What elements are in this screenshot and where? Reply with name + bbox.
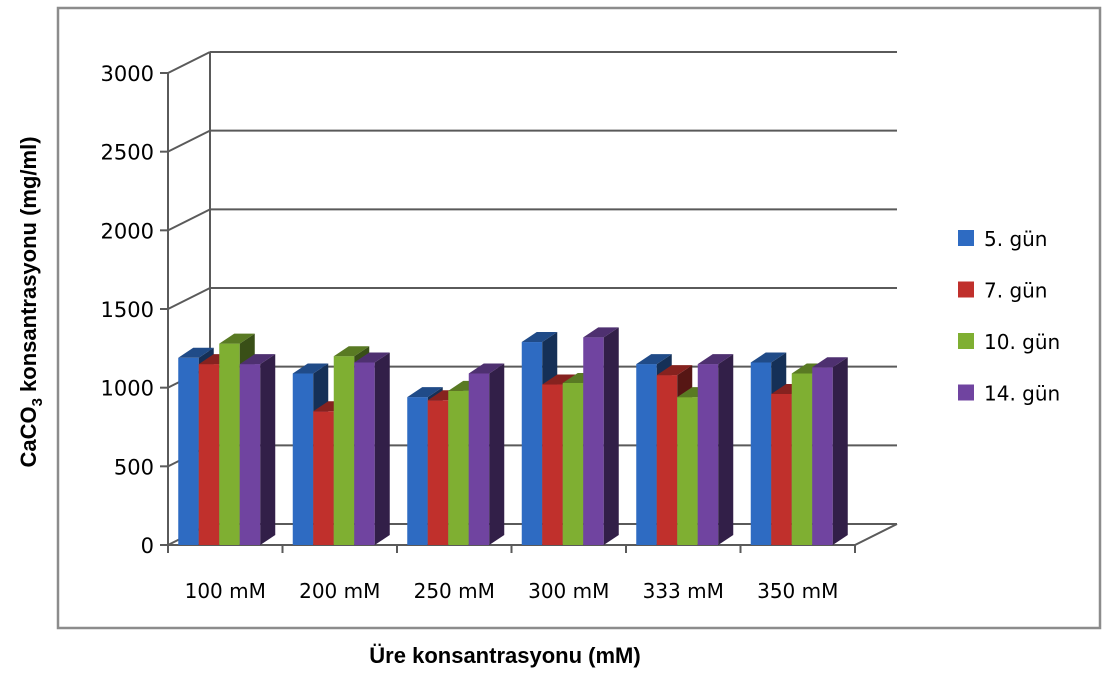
gridline-connector	[167, 129, 211, 153]
bar	[812, 357, 848, 545]
y-axis-title-subscript: 3	[29, 398, 46, 406]
bar	[697, 354, 734, 545]
bar-front	[750, 362, 772, 545]
bar-top	[333, 346, 370, 357]
legend-label: 7. gün	[984, 279, 1048, 303]
bar-side	[718, 354, 734, 545]
bar-front	[562, 382, 584, 545]
x-tick-label: 333 mM	[643, 579, 724, 603]
y-tick-label: 0	[141, 534, 154, 558]
bar-front	[583, 337, 604, 545]
bar-side	[260, 354, 276, 545]
x-tick-label: 100 mM	[185, 579, 266, 603]
bar-front	[521, 342, 543, 545]
bar-top	[697, 354, 734, 365]
bar-top	[407, 387, 443, 398]
y-axis-title-main: CaCO	[16, 406, 41, 467]
bars	[178, 327, 848, 545]
y-tick-label: 2500	[101, 141, 154, 165]
bar-side	[832, 357, 848, 545]
bar-front	[636, 364, 657, 545]
bar-side	[374, 352, 390, 545]
bar-front	[677, 397, 698, 545]
bar-front	[812, 367, 833, 545]
y-tick-label: 1000	[101, 377, 154, 401]
x-tick-label: 300 mM	[528, 579, 609, 603]
y-tick-label: 3000	[101, 62, 154, 86]
bar-top	[656, 365, 693, 376]
bar-front	[178, 357, 199, 545]
legend-item: 7. gün	[958, 279, 1048, 303]
y-tick-label: 1500	[101, 298, 154, 322]
legend-label: 10. gün	[984, 330, 1060, 354]
bar-front	[219, 343, 240, 545]
bar-front	[468, 373, 490, 545]
bar-front	[697, 364, 719, 545]
bar-top	[292, 363, 329, 374]
legend-swatch	[958, 384, 974, 401]
legend-swatch	[958, 230, 974, 246]
bar-front	[542, 384, 563, 545]
bar-front	[313, 411, 334, 545]
bar-front	[448, 390, 469, 545]
bar-top	[812, 357, 848, 368]
gridline-connector	[167, 51, 211, 74]
x-tick-label: 350 mM	[757, 579, 838, 603]
gridline-connector	[167, 287, 211, 310]
bar	[354, 352, 390, 545]
bar-top	[354, 352, 390, 363]
x-tick-labels: 100 mM 200 mM 250 mM 300 mM 333 mM 350 mM	[185, 579, 839, 603]
y-tick-label: 2000	[101, 219, 154, 243]
y-axis-title-rest: konsantrasyonu (mg/ml)	[16, 136, 41, 398]
bar-front	[427, 400, 449, 545]
y-tick-labels: 0 500 1000 1500 2000 2500 3000	[101, 62, 154, 558]
bar-top	[178, 347, 214, 358]
bar-top	[468, 363, 505, 374]
bar-front	[791, 373, 813, 545]
legend-item: 14. gün	[958, 382, 1060, 406]
bar-front	[239, 364, 261, 545]
bar-top	[521, 332, 558, 343]
bar	[583, 327, 619, 545]
bar-front	[198, 364, 220, 545]
legend-label: 5. gün	[984, 227, 1048, 251]
y-tick-label: 500	[114, 455, 154, 479]
bar	[239, 354, 276, 545]
bar-top	[583, 327, 619, 338]
legend-label: 14. gün	[984, 382, 1060, 406]
bar	[468, 363, 505, 545]
x-axis-title: Üre konsantrasyonu (mM)	[369, 643, 640, 668]
bar-side	[603, 327, 619, 545]
bar-top	[542, 374, 578, 385]
bar-front	[333, 356, 355, 545]
bar-side	[489, 363, 505, 545]
legend-item: 10. gün	[958, 330, 1060, 354]
bar-top	[636, 354, 672, 365]
y-axis-title: CaCO3 konsantrasyonu (mg/ml)	[16, 136, 46, 467]
legend-swatch	[958, 333, 974, 349]
x-tick-label: 250 mM	[414, 579, 495, 603]
gridline-connector	[167, 208, 211, 232]
bar-front	[656, 375, 678, 545]
bar-top	[750, 352, 787, 363]
bar-top	[219, 333, 255, 344]
bar-front	[407, 397, 428, 545]
legend-item: 5. gün	[958, 227, 1048, 251]
legend-swatch	[958, 281, 974, 298]
bar-front	[771, 393, 792, 545]
bar-front	[292, 373, 314, 545]
bar-front	[354, 362, 375, 545]
bar-top	[239, 354, 276, 365]
x-tick-label: 200 mM	[299, 579, 380, 603]
legend: 5. gün 7. gün 10. gün 14. gün	[958, 227, 1060, 406]
